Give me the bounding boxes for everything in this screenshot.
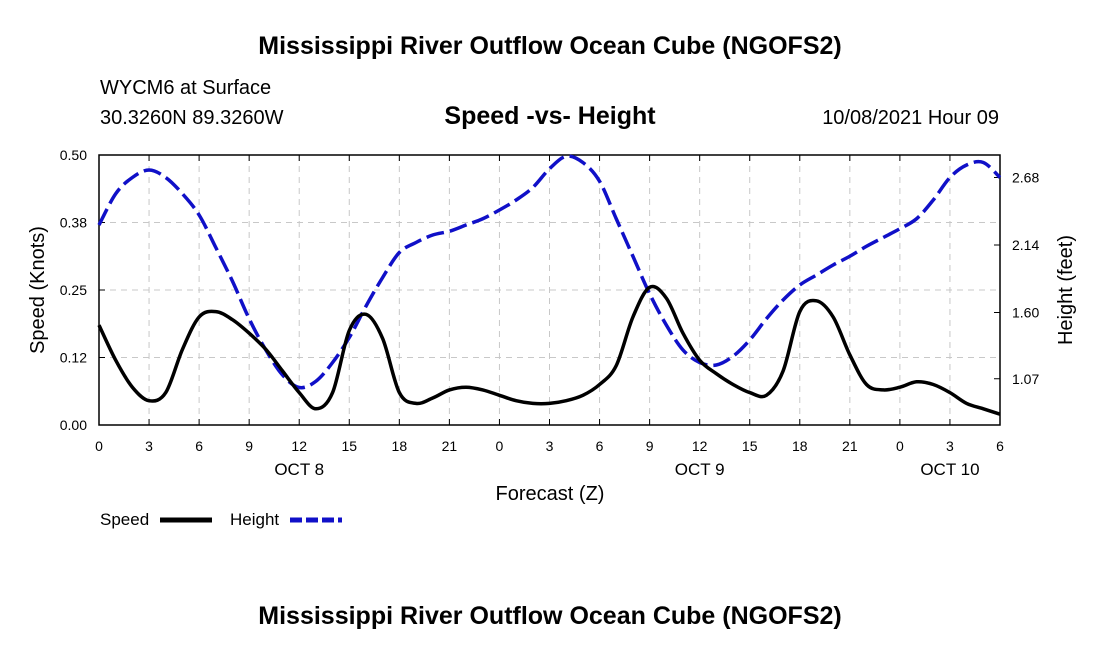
legend: Speed Height: [100, 510, 342, 529]
page-title: Mississippi River Outflow Ocean Cube (NG…: [258, 32, 841, 60]
x-tick-label: 15: [341, 438, 357, 454]
x-tick-label: 3: [145, 438, 153, 454]
x-tick-label: 21: [842, 438, 858, 454]
y-left-tick-label: 0.50: [60, 147, 87, 163]
x-tick-label: 15: [742, 438, 758, 454]
y-right-tick-label: 1.60: [1012, 305, 1039, 321]
station-label: WYCM6 at Surface: [100, 77, 271, 99]
day-label: OCT 9: [675, 460, 725, 479]
y-right-tick-label: 1.07: [1012, 371, 1039, 387]
x-tick-label: 18: [392, 438, 408, 454]
x-tick-label: 6: [195, 438, 203, 454]
x-tick-label: 12: [291, 438, 307, 454]
series-line-height: [97, 154, 1002, 390]
x-tick-label: 0: [95, 438, 103, 454]
x-tick-label: 6: [596, 438, 604, 454]
x-tick-label: 9: [646, 438, 654, 454]
y-left-tick-label: 0.38: [60, 215, 87, 231]
y-axis-right-label: Height (feet): [1055, 235, 1077, 345]
x-tick-label: 18: [792, 438, 808, 454]
x-tick-label: 12: [692, 438, 708, 454]
legend-speed-label: Speed: [100, 510, 149, 529]
x-tick-label: 21: [442, 438, 458, 454]
footer-title: Mississippi River Outflow Ocean Cube (NG…: [258, 602, 841, 630]
x-tick-label: 6: [996, 438, 1004, 454]
x-tick-label: 3: [946, 438, 954, 454]
axis-ticks: 0 3 6 9 12 15 18 21 0 3 6 9 12 15 18 21 0 3 6 0.00 0.12 0.25 0…: [60, 147, 1040, 479]
legend-height-label: Height: [230, 510, 279, 529]
y-left-tick-label: 0.12: [60, 350, 87, 366]
day-label: OCT 8: [274, 460, 324, 479]
x-tick-label: 3: [546, 438, 554, 454]
y-left-tick-label: 0.00: [60, 417, 87, 433]
y-axis-left-label: Speed (Knots): [27, 226, 49, 354]
series-line-speed: [97, 284, 1001, 416]
series-lines: [97, 154, 1002, 416]
x-axis-label: Forecast (Z): [496, 483, 605, 505]
coordinates-label: 30.3260N 89.3260W: [100, 107, 284, 129]
x-tick-label: 9: [245, 438, 253, 454]
x-tick-label: 0: [896, 438, 904, 454]
y-right-tick-label: 2.14: [1012, 237, 1039, 253]
chart-grid: [99, 155, 1000, 425]
x-tick-label: 0: [496, 438, 504, 454]
datetime-label: 10/08/2021 Hour 09: [822, 107, 999, 129]
chart-title: Speed -vs- Height: [444, 102, 656, 130]
y-left-tick-label: 0.25: [60, 282, 87, 298]
day-label: OCT 10: [920, 460, 979, 479]
y-right-tick-label: 2.68: [1012, 170, 1039, 186]
